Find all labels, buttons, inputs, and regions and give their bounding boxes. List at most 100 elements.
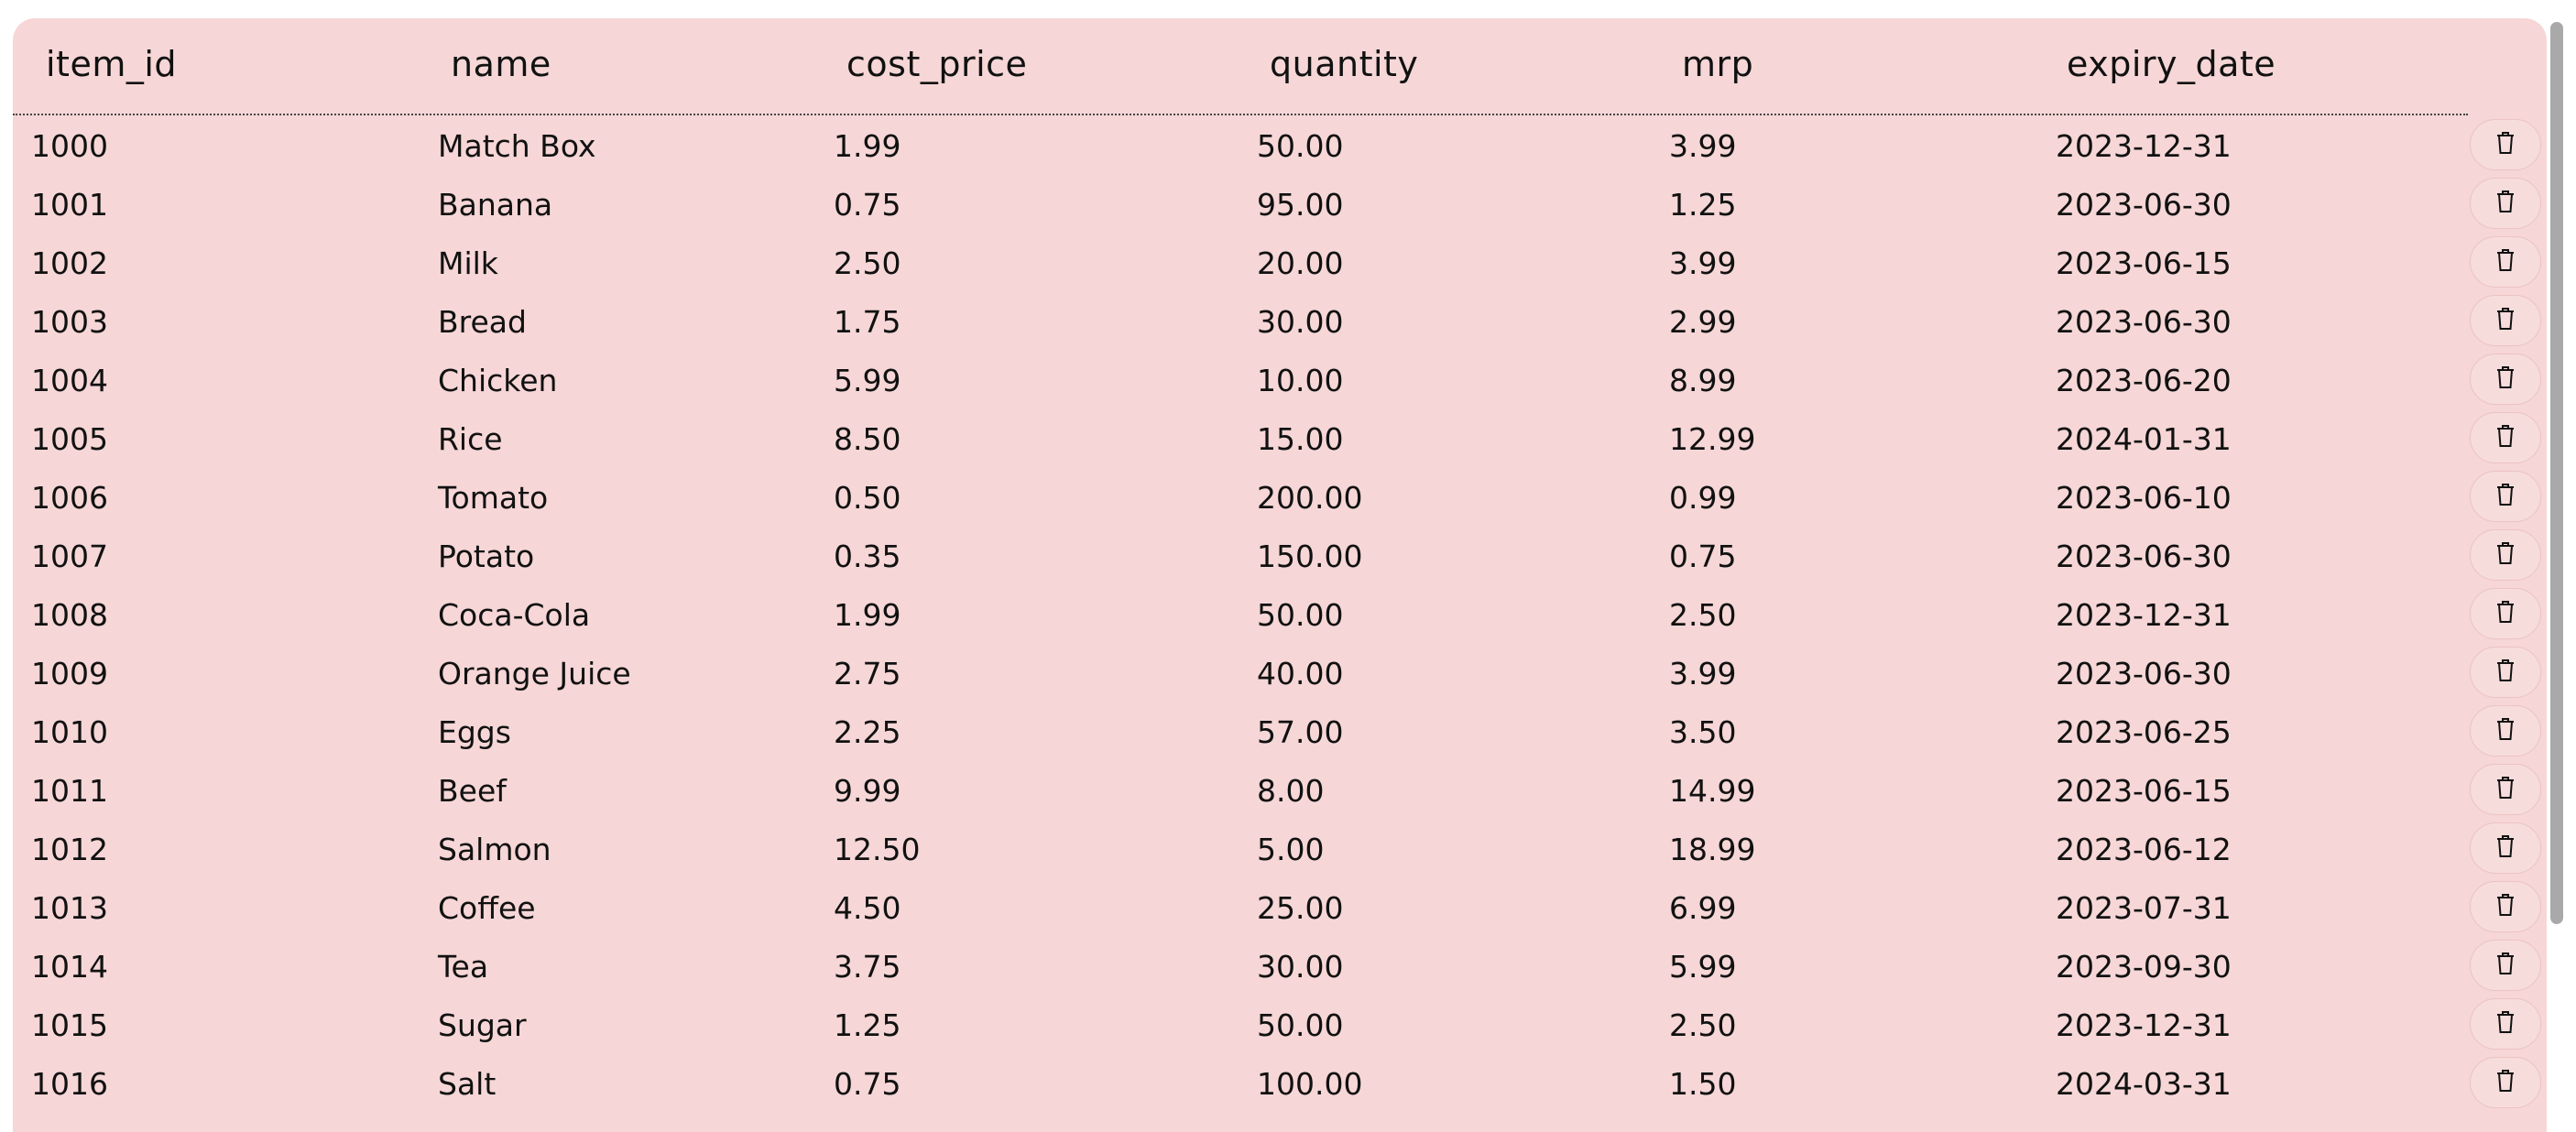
table-row[interactable]: 1012 Salmon 12.50 5.00 18.99 2023-06-12 [13,819,2547,877]
cell-name: Eggs [438,714,511,750]
cell-cost-price: 3.75 [834,949,901,985]
table-row[interactable]: 1015 Sugar 1.25 50.00 2.50 2023-12-31 [13,995,2547,1053]
cell-item-id: 1004 [31,363,108,398]
table-row[interactable]: 1001 Banana 0.75 95.00 1.25 2023-06-30 [13,174,2547,233]
trash-icon [2495,483,2516,510]
table-row[interactable]: 1002 Milk 2.50 20.00 3.99 2023-06-15 [13,233,2547,291]
delete-row-button[interactable] [2470,119,2541,170]
cell-quantity: 200.00 [1257,480,1363,516]
delete-row-button[interactable] [2470,705,2541,756]
delete-row-button[interactable] [2470,822,2541,874]
table-row[interactable]: 1004 Chicken 5.99 10.00 8.99 2023-06-20 [13,350,2547,408]
table-row[interactable]: 1013 Coffee 4.50 25.00 6.99 2023-07-31 [13,877,2547,936]
cell-expiry-date: 2023-06-15 [2056,245,2232,281]
cell-expiry-date: 2023-06-10 [2056,480,2232,516]
delete-row-button[interactable] [2470,998,2541,1050]
cell-quantity: 20.00 [1257,245,1344,281]
cell-cost-price: 12.50 [834,832,921,867]
cell-quantity: 57.00 [1257,714,1344,750]
cell-mrp: 3.99 [1669,128,1737,164]
cell-expiry-date: 2023-12-31 [2056,1007,2232,1043]
column-header-item-id[interactable]: item_id [46,44,178,84]
cell-cost-price: 9.99 [834,773,901,809]
delete-row-button[interactable] [2470,354,2541,405]
delete-row-button[interactable] [2470,940,2541,991]
table-row[interactable]: 1003 Bread 1.75 30.00 2.99 2023-06-30 [13,291,2547,350]
cell-name: Coca-Cola [438,597,591,633]
delete-row-button[interactable] [2470,1057,2541,1108]
cell-cost-price: 0.50 [834,480,901,516]
cell-cost-price: 8.50 [834,421,901,457]
cell-cost-price: 0.75 [834,1066,901,1102]
cell-name: Salmon [438,832,551,867]
cell-name: Beef [438,773,507,809]
cell-cost-price: 1.99 [834,597,901,633]
trash-icon [2495,1010,2516,1038]
delete-row-button[interactable] [2470,881,2541,932]
cell-cost-price: 2.75 [834,656,901,691]
cell-mrp: 0.99 [1669,480,1737,516]
cell-cost-price: 4.50 [834,890,901,926]
cell-item-id: 1009 [31,656,108,691]
cell-name: Tomato [438,480,549,516]
trash-icon [2495,717,2516,745]
cell-item-id: 1012 [31,832,108,867]
trash-icon [2495,190,2516,217]
column-header-mrp[interactable]: mrp [1682,44,1754,84]
table-row[interactable]: 1005 Rice 8.50 15.00 12.99 2024-01-31 [13,408,2547,467]
delete-row-button[interactable] [2470,647,2541,698]
cell-item-id: 1015 [31,1007,108,1043]
trash-icon [2495,600,2516,627]
cell-mrp: 0.75 [1669,539,1737,574]
cell-item-id: 1002 [31,245,108,281]
cell-item-id: 1008 [31,597,108,633]
table-row[interactable]: 1006 Tomato 0.50 200.00 0.99 2023-06-10 [13,467,2547,526]
cell-expiry-date: 2023-06-15 [2056,773,2232,809]
table-row[interactable]: 1014 Tea 3.75 30.00 5.99 2023-09-30 [13,936,2547,995]
cell-mrp: 2.50 [1669,1007,1737,1043]
table-row[interactable]: 1008 Coca-Cola 1.99 50.00 2.50 2023-12-31 [13,584,2547,643]
cell-expiry-date: 2023-06-30 [2056,304,2232,340]
table-body: 1000 Match Box 1.99 50.00 3.99 2023-12-31 1001… [13,115,2547,1112]
cell-expiry-date: 2024-01-31 [2056,421,2232,457]
cell-name: Potato [438,539,535,574]
cell-mrp: 14.99 [1669,773,1756,809]
table-row[interactable]: 1007 Potato 0.35 150.00 0.75 2023-06-30 [13,526,2547,584]
cell-name: Rice [438,421,503,457]
column-header-cost-price[interactable]: cost_price [846,44,1028,84]
column-header-name[interactable]: name [451,44,551,84]
cell-quantity: 10.00 [1257,363,1344,398]
delete-row-button[interactable] [2470,764,2541,815]
delete-row-button[interactable] [2470,236,2541,288]
table-row[interactable]: 1000 Match Box 1.99 50.00 3.99 2023-12-31 [13,115,2547,174]
cell-mrp: 12.99 [1669,421,1756,457]
table-row[interactable]: 1010 Eggs 2.25 57.00 3.50 2023-06-25 [13,702,2547,760]
trash-icon [2495,307,2516,334]
cell-expiry-date: 2023-07-31 [2056,890,2232,926]
scrollbar-thumb[interactable] [2550,22,2563,924]
table-row[interactable]: 1016 Salt 0.75 100.00 1.50 2024-03-31 [13,1053,2547,1112]
cell-item-id: 1000 [31,128,108,164]
table-row[interactable]: 1011 Beef 9.99 8.00 14.99 2023-06-15 [13,760,2547,819]
column-header-expiry-date[interactable]: expiry_date [2067,44,2276,84]
trash-icon [2495,365,2516,393]
delete-row-button[interactable] [2470,529,2541,581]
cell-quantity: 30.00 [1257,949,1344,985]
cell-cost-price: 1.25 [834,1007,901,1043]
table-row[interactable]: 1009 Orange Juice 2.75 40.00 3.99 2023-06-30 [13,643,2547,702]
cell-item-id: 1001 [31,187,108,223]
column-header-quantity[interactable]: quantity [1270,44,1419,84]
cell-mrp: 2.50 [1669,597,1737,633]
cell-expiry-date: 2023-09-30 [2056,949,2232,985]
cell-quantity: 8.00 [1257,773,1325,809]
trash-icon [2495,893,2516,920]
delete-row-button[interactable] [2470,471,2541,522]
delete-row-button[interactable] [2470,178,2541,229]
cell-item-id: 1014 [31,949,108,985]
delete-row-button[interactable] [2470,588,2541,639]
delete-row-button[interactable] [2470,295,2541,346]
cell-name: Chicken [438,363,558,398]
cell-expiry-date: 2023-06-20 [2056,363,2232,398]
cell-cost-price: 0.35 [834,539,901,574]
delete-row-button[interactable] [2470,412,2541,463]
